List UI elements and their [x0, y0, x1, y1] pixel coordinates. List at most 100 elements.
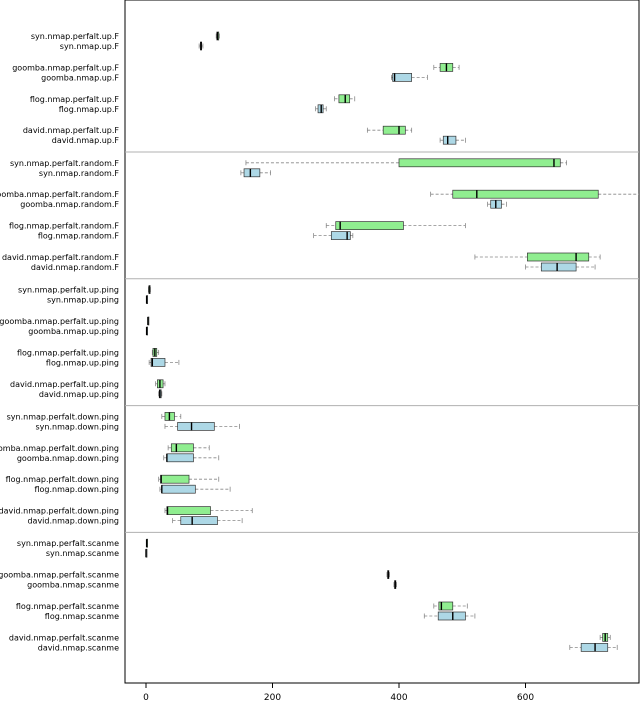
- category-label: david.nmap.perfalt.down.ping: [0, 507, 119, 516]
- box-plot-item: [163, 453, 220, 463]
- x-tick-label: 200: [264, 693, 281, 703]
- iqr-box: [442, 135, 457, 145]
- box-plot-item: [164, 506, 253, 515]
- iqr-box: [177, 422, 215, 431]
- box-plot-item: [433, 63, 460, 72]
- category-label: goomba.nmap.perfalt.up.ping: [0, 317, 119, 326]
- iqr-box: [527, 252, 590, 262]
- category-label: syn.nmap.random.F: [39, 169, 119, 178]
- box-plot-item: [147, 316, 150, 326]
- box-plot-item: [145, 295, 148, 304]
- box-plot-item: [145, 326, 148, 336]
- category-label: goomba.nmap.up.ping: [28, 327, 119, 336]
- category-label: david.nmap.down.ping: [27, 517, 119, 526]
- category-label: david.nmap.perfalt.scanme: [9, 633, 119, 642]
- iqr-box: [160, 474, 190, 484]
- category-label: goomba.nmap.up.F: [41, 73, 119, 82]
- box-plot-item: [313, 231, 354, 240]
- category-label: flog.nmap.up.F: [59, 105, 120, 114]
- box-plot-item: [366, 125, 413, 135]
- category-label: syn.nmap.perfalt.random.F: [10, 159, 119, 168]
- iqr-box: [452, 189, 599, 199]
- box-plot-item: [334, 94, 356, 104]
- group-separators: [125, 151, 639, 533]
- iqr-box: [437, 611, 466, 621]
- iqr-box: [438, 601, 454, 611]
- iqr-box: [338, 94, 351, 104]
- plot-frame: [124, 0, 640, 684]
- category-label: david.nmap.up.F: [52, 136, 120, 145]
- box-plot-item: [430, 189, 639, 199]
- category-label: goomba.nmap.random.F: [20, 200, 119, 209]
- category-label: david.nmap.random.F: [31, 263, 120, 272]
- box-plot-item: [599, 633, 611, 642]
- category-label: flog.nmap.perfalt.scanme: [16, 602, 119, 611]
- category-label: flog.nmap.perfalt.up.ping: [17, 348, 119, 357]
- iqr-box: [392, 73, 412, 82]
- box-plot-item: [155, 379, 166, 389]
- box-plot-item: [198, 41, 204, 51]
- category-label: syn.nmap.perfalt.down.ping: [7, 412, 119, 421]
- box-plot-item: [158, 474, 220, 484]
- iqr-box: [170, 443, 194, 453]
- category-label: syn.nmap.down.ping: [36, 422, 119, 431]
- box-plot-item: [393, 580, 397, 589]
- iqr-box: [243, 168, 261, 178]
- category-label: flog.nmap.perfalt.random.F: [9, 222, 119, 231]
- category-label: goomba.nmap.down.ping: [17, 454, 119, 463]
- box-plot-item: [525, 262, 596, 272]
- box-plot-item: [487, 199, 507, 209]
- box-plot-item: [145, 538, 148, 548]
- category-label: flog.nmap.random.F: [38, 232, 120, 241]
- box-plot-item: [215, 31, 220, 41]
- category-label: flog.nmap.perfalt.up.F: [30, 95, 120, 104]
- category-label: syn.nmap.perfalt.scanme: [17, 539, 119, 548]
- box-plot-item: [167, 443, 210, 453]
- iqr-box: [161, 484, 196, 494]
- box-plot-item: [433, 601, 468, 611]
- x-tick-label: 600: [517, 693, 534, 703]
- box-plot-item: [439, 135, 466, 145]
- category-label: flog.nmap.up.ping: [46, 358, 119, 367]
- box-plot-item: [474, 252, 601, 262]
- box-series: [145, 31, 639, 652]
- box-plot-item: [158, 389, 163, 399]
- category-label: flog.nmap.perfalt.down.ping: [6, 475, 119, 484]
- box-plot-item: [148, 358, 180, 367]
- x-tick-label: 400: [390, 693, 407, 703]
- iqr-box: [382, 125, 406, 135]
- category-label: syn.nmap.perfalt.up.F: [31, 32, 120, 41]
- box-plot-item: [391, 73, 428, 82]
- category-label: goomba.nmap.perfalt.random.F: [0, 190, 119, 199]
- category-label: david.nmap.perfalt.random.F: [2, 253, 119, 262]
- iqr-box: [166, 453, 194, 463]
- box-plot-item: [145, 548, 148, 558]
- iqr-box: [335, 221, 404, 230]
- box-plot-item: [164, 422, 241, 431]
- x-tick-label: 0: [143, 693, 149, 703]
- iqr-box: [540, 262, 577, 272]
- category-label: david.nmap.perfalt.up.ping: [10, 380, 119, 389]
- category-label: goomba.nmap.perfalt.scanme: [0, 571, 119, 580]
- box-plot-item: [245, 158, 568, 168]
- box-plot-item: [172, 516, 243, 525]
- box-plot-item: [325, 221, 466, 230]
- box-plot-item: [386, 570, 390, 579]
- category-label: syn.nmap.up.ping: [47, 296, 119, 305]
- box-plot-item: [161, 412, 182, 421]
- box-plot-item: [151, 348, 160, 357]
- x-axis: 0 200 400 600: [143, 683, 534, 703]
- category-label: goomba.nmap.scanme: [27, 581, 119, 590]
- category-label: syn.nmap.perfalt.up.ping: [18, 286, 119, 295]
- iqr-box: [398, 158, 561, 168]
- iqr-box: [330, 231, 351, 240]
- box-plot-item: [240, 168, 272, 178]
- box-plot-item: [569, 643, 618, 652]
- category-label: flog.nmap.down.ping: [34, 485, 119, 494]
- iqr-box: [180, 516, 218, 525]
- category-label: david.nmap.up.ping: [39, 390, 119, 399]
- box-plot-item: [148, 285, 151, 294]
- box-plot-item: [315, 104, 327, 114]
